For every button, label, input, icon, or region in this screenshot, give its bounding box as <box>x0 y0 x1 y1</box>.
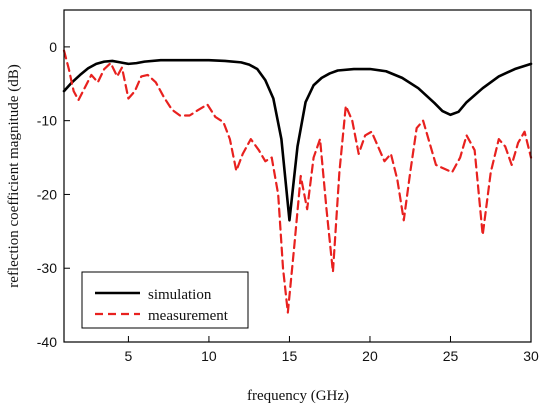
legend-box <box>81 271 249 329</box>
x-tick-label-25: 25 <box>443 348 459 364</box>
x-tick-label-30: 30 <box>523 348 539 364</box>
y-axis: 0 -10 -20 -30 -40 <box>37 39 70 350</box>
series-layer <box>62 49 533 314</box>
x-axis-label: frequency (GHz) <box>247 388 349 404</box>
x-tick-label-10: 10 <box>201 348 217 364</box>
series-line-measurement <box>62 49 533 314</box>
y-tick-label-0: 0 <box>49 39 57 55</box>
x-tick-label-20: 20 <box>362 348 378 364</box>
x-tick-label-15: 15 <box>282 348 298 364</box>
legend-label-measurement: measurement <box>148 308 229 324</box>
legend: simulation measurement <box>81 271 249 329</box>
y-tick-label--40: -40 <box>37 334 57 350</box>
series-line-simulation <box>62 58 533 222</box>
y-axis-label: reflection coefficient magnitude (dB) <box>6 64 22 287</box>
y-tick-label--20: -20 <box>37 186 57 202</box>
x-tick-label-5: 5 <box>125 348 133 364</box>
y-tick-label--30: -30 <box>37 260 57 276</box>
legend-label-simulation: simulation <box>148 287 212 303</box>
y-tick-label--10: -10 <box>37 113 57 129</box>
plot-frame <box>63 9 532 343</box>
x-axis: 5 10 15 20 25 30 <box>125 336 539 364</box>
